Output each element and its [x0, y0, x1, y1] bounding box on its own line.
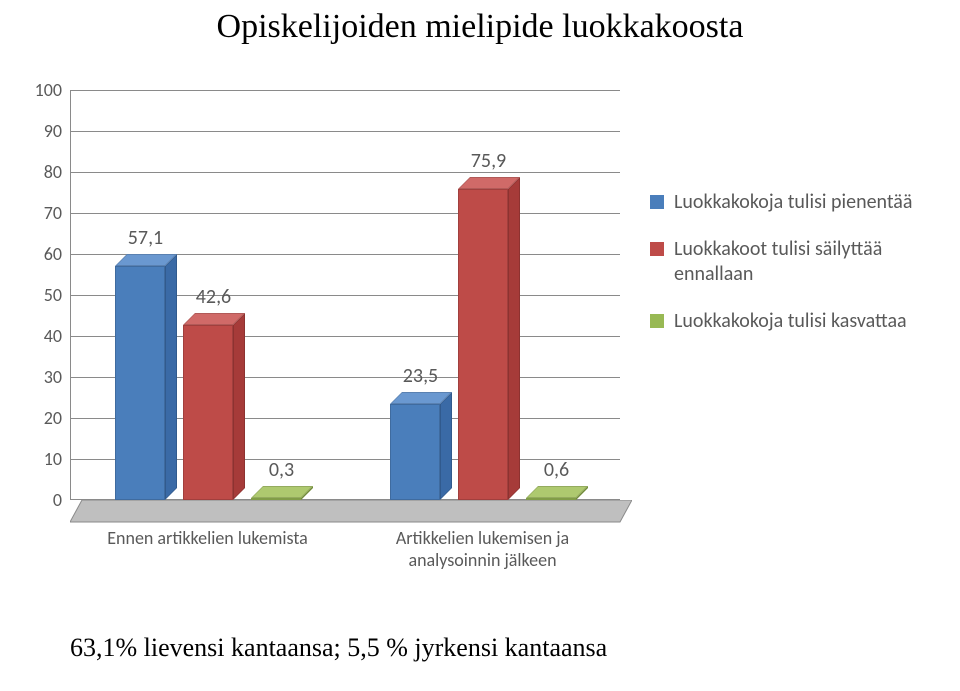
- bar: [390, 404, 440, 500]
- y-tick-label: 100: [12, 79, 62, 101]
- chart-area: 0 10 20 30 40 50 60 70 80 90 100 57,1 42,6 0,3 23,5 75…: [10, 80, 640, 600]
- data-label: 0,3: [269, 458, 294, 482]
- data-label: 57,1: [128, 226, 163, 250]
- y-tick-label: 60: [12, 243, 62, 265]
- bar: [183, 325, 233, 500]
- y-tick-label: 0: [12, 489, 62, 511]
- y-tick-label: 40: [12, 325, 62, 347]
- bar: [115, 266, 165, 500]
- y-tick-label: 70: [12, 202, 62, 224]
- legend-label: Luokkakoot tulisi säilyttää ennallaan: [674, 237, 950, 287]
- data-label: 23,5: [403, 364, 438, 388]
- chart-title: Opiskelijoiden mielipide luokkakoosta: [0, 8, 960, 46]
- y-tick-label: 50: [12, 284, 62, 306]
- y-tick-label: 20: [12, 407, 62, 429]
- category-label: Artikkelien lukemisen ja analysoinnin jä…: [345, 528, 620, 571]
- legend-label: Luokkakokoja tulisi kasvattaa: [674, 309, 907, 334]
- legend-label: Luokkakokoja tulisi pienentää: [674, 190, 912, 215]
- legend-item: Luokkakoot tulisi säilyttää ennallaan: [650, 237, 950, 287]
- bar-group: 23,5 75,9 0,6: [345, 90, 620, 500]
- legend-item: Luokkakokoja tulisi pienentää: [650, 190, 950, 215]
- y-tick-label: 30: [12, 366, 62, 388]
- bar: [458, 189, 508, 500]
- legend-swatch: [650, 242, 664, 256]
- legend-swatch: [650, 314, 664, 328]
- bar: [526, 498, 576, 500]
- footnote: 63,1% lievensi kantaansa; 5,5 % jyrkensi…: [70, 633, 607, 663]
- data-label: 75,9: [471, 149, 506, 173]
- chart-floor: [70, 500, 620, 522]
- data-label: 0,6: [544, 458, 569, 482]
- plot-region: 0102030405060708090100 57,142,60,323,575…: [70, 90, 620, 500]
- data-label: 42,6: [196, 285, 231, 309]
- category-label: Ennen artikkelien lukemista: [70, 528, 345, 571]
- y-tick-label: 80: [12, 161, 62, 183]
- category-axis: Ennen artikkelien lukemista Artikkelien …: [70, 528, 620, 571]
- legend: Luokkakokoja tulisi pienentää Luokkakoot…: [650, 190, 950, 356]
- y-tick-label: 10: [12, 448, 62, 470]
- legend-swatch: [650, 195, 664, 209]
- y-tick-label: 90: [12, 120, 62, 142]
- legend-item: Luokkakokoja tulisi kasvattaa: [650, 309, 950, 334]
- bar-group: 57,1 42,6 0,3: [70, 90, 345, 500]
- bar: [251, 498, 301, 500]
